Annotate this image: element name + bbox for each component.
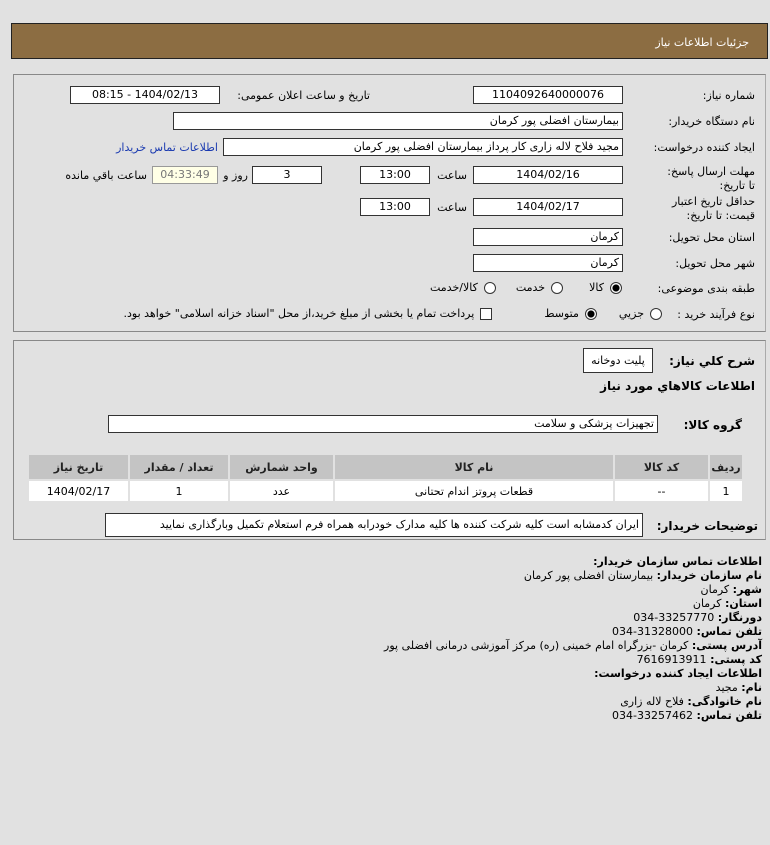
items-table: ردیف کد کالا نام کالا واحد شمارش تعداد /… (27, 453, 744, 503)
radio-goods-service[interactable] (483, 281, 496, 294)
contact-address: آدرس پستی: کرمان -بزرگراه امام خمینی (ره… (384, 639, 762, 652)
buyer-org-label: نام دستگاه خریدار: (668, 115, 755, 128)
contact-fax: دورنگار: 33257770-034 (633, 611, 762, 624)
treasury-payment-label: پرداخت تمام یا بخشی از مبلغ خرید،از محل … (123, 307, 475, 320)
contact-province: استان: کرمان (692, 597, 762, 610)
table-header-row: ردیف کد کالا نام کالا واحد شمارش تعداد /… (29, 455, 742, 479)
cell-code: -- (615, 481, 708, 501)
page-header: جزئیات اطلاعات نیاز (11, 23, 768, 59)
creator-family: نام خانوادگی: فلاح لاله زاری (620, 695, 762, 708)
buyer-contact-link[interactable]: اطلاعات تماس خریدار (116, 141, 218, 154)
need-number-label: شماره نیاز: (702, 89, 755, 102)
radio-minor[interactable] (650, 307, 662, 320)
announce-label: تاریخ و ساعت اعلان عمومی: (237, 89, 370, 102)
treasury-payment-checkbox[interactable] (480, 307, 493, 320)
radio-goods-label: کالا (589, 281, 604, 294)
validity-label: حداقل تاریخ اعتبار قیمت: تا تاریخ: (671, 195, 755, 222)
contact-postal-code: کد پستی: 7616913911 (636, 653, 762, 666)
province-field: کرمان (473, 228, 623, 246)
col-code: کد کالا (615, 455, 708, 479)
radio-minor-label: جزیي (618, 307, 644, 320)
summary-label: شرح کلي نیاز: (669, 354, 755, 368)
deadline-date-field: 1404/02/16 (473, 166, 623, 184)
city-field: کرمان (473, 254, 623, 272)
contact-title: اطلاعات تماس سازمان خریدار: (593, 555, 762, 568)
days-label: روز و (223, 169, 248, 182)
need-number-field: 1104092640000076 (473, 86, 623, 104)
contact-org: نام سازمان خریدار: بیمارستان افضلی پور ک… (523, 569, 762, 582)
description-label: توضیحات خریدار: (656, 519, 758, 533)
cell-row: 1 (710, 481, 742, 501)
page-title: جزئیات اطلاعات نیاز (655, 36, 749, 49)
city-label: شهر محل تحویل: (675, 257, 755, 270)
process-label: نوع فرآیند خرید : (677, 308, 755, 321)
buyer-contact-info: اطلاعات تماس سازمان خریدار: نام سازمان خ… (384, 555, 762, 723)
category-radio-group: کالا خدمت کالا/خدمت (430, 281, 622, 294)
category-label: طبقه بندی موضوعی: (657, 282, 755, 295)
creator-label: ایجاد کننده درخواست: (653, 141, 755, 154)
creator-field: مجید فلاح لاله زاری کار پرداز بیمارستان … (223, 138, 623, 156)
cell-date: 1404/02/17 (29, 481, 128, 501)
buyer-org-field: بیمارستان افضلی پور کرمان (173, 112, 623, 130)
col-row: ردیف (710, 455, 742, 479)
creator-name: نام: مجید (715, 681, 762, 694)
validity-time-field: 13:00 (360, 198, 430, 216)
radio-goods-service-label: کالا/خدمت (430, 281, 478, 294)
announce-field: 1404/02/13 - 08:15 (70, 86, 220, 104)
group-field: تجهیزات پزشکی و سلامت (108, 415, 658, 433)
remaining-label: ساعت باقي مانده (65, 169, 147, 182)
items-section-title: اطلاعات کالاهاي مورد نیاز (600, 379, 755, 393)
validity-date-field: 1404/02/17 (473, 198, 623, 216)
radio-goods[interactable] (610, 281, 622, 294)
contact-phone: تلفن تماس: 31328000-034 (612, 625, 762, 638)
group-label: گروه کالا: (683, 418, 742, 432)
radio-medium[interactable] (584, 307, 597, 320)
remaining-time-field: 04:33:49 (152, 166, 218, 184)
contact-city: شهر: کرمان (700, 583, 762, 596)
col-qty: تعداد / مقدار (130, 455, 228, 479)
radio-service[interactable] (551, 281, 564, 294)
radio-service-label: خدمت (515, 281, 546, 294)
table-row: 1 -- قطعات پروتز اندام تحتانی عدد 1 1404… (29, 481, 742, 501)
cell-qty: 1 (130, 481, 228, 501)
province-label: استان محل تحویل: (668, 231, 755, 244)
col-name: نام کالا (335, 455, 613, 479)
items-panel (13, 340, 766, 540)
col-unit: واحد شمارش (230, 455, 333, 479)
description-field: ایران کدمشابه است کلیه شرکت کننده ها کلی… (105, 513, 643, 537)
process-radio-group: جزیي متوسط پرداخت تمام یا بخشی از مبلغ خ… (124, 307, 662, 320)
radio-medium-label: متوسط (544, 307, 579, 320)
creator-phone: تلفن تماس: 33257462-034 (612, 709, 762, 722)
creator-title: اطلاعات ایجاد کننده درخواست: (594, 667, 762, 680)
col-date: تاریخ نیاز (29, 455, 128, 479)
cell-name: قطعات پروتز اندام تحتانی (335, 481, 613, 501)
cell-unit: عدد (230, 481, 333, 501)
validity-time-label: ساعت (437, 201, 467, 214)
deadline-label: مهلت ارسال پاسخ: تا تاریخ: (667, 165, 755, 192)
deadline-time-label: ساعت (437, 169, 467, 182)
days-field: 3 (252, 166, 322, 184)
deadline-time-field: 13:00 (360, 166, 430, 184)
summary-field: پلیت دوخانه (583, 348, 653, 373)
